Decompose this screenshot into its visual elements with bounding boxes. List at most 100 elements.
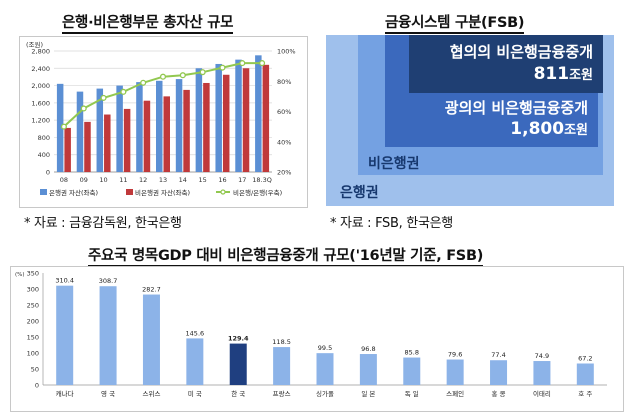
chart3-value-label: 282.7	[142, 286, 161, 294]
chart3-bar	[576, 363, 594, 385]
chart3-value-label: 118.5	[272, 338, 291, 346]
chart1-x-tick: 12	[139, 176, 147, 184]
chart1-bar-bank	[255, 55, 262, 172]
chart1-bar-nonbank	[64, 127, 71, 172]
chart3-x-tick: 싱가폴	[316, 389, 334, 398]
chart1-bar-bank	[175, 79, 183, 172]
chart3-bar	[273, 347, 291, 385]
chart1-legend-ratio: 비은행/은행(우축)	[233, 188, 282, 197]
chart2-title: 금융시스템 구분(FSB)	[385, 11, 524, 34]
chart3-value-label: 85.8	[405, 349, 419, 357]
chart1-bar-nonbank	[242, 68, 250, 172]
chart3-y-tick: 200	[27, 318, 39, 326]
chart1-left-tick: 800	[38, 134, 50, 142]
chart3-y-tick: 100	[27, 350, 39, 358]
chart1-bar-bank	[136, 82, 143, 172]
chart3-x-tick: 독 일	[405, 389, 419, 398]
chart3-value-label: 308.7	[99, 277, 118, 285]
chart1-ratio-point	[259, 60, 266, 67]
chart1-bar-bank	[116, 85, 123, 172]
chart1-ratio-point	[199, 69, 206, 76]
chart3-x-tick: 캐나다	[56, 389, 74, 398]
chart1-right-tick: 60%	[277, 108, 291, 116]
chart3-value-label: 77.4	[491, 351, 505, 359]
chart1-left-tick: 1,200	[31, 117, 50, 125]
fsb-narrow-value-wrap: 811조원	[409, 64, 593, 84]
chart3-y-tick: 300	[27, 286, 39, 294]
chart1-left-tick: 400	[38, 151, 50, 159]
chart1-left-tick: 2,800	[31, 48, 50, 56]
chart1-source: * 자료 : 금융감독원, 한국은행	[24, 216, 182, 231]
chart1-bar-bank	[215, 63, 222, 172]
chart3-x-tick: 이태리	[533, 389, 551, 398]
chart3-y-tick: 250	[27, 302, 39, 310]
chart1-bar-nonbank	[163, 96, 170, 172]
chart1-x-tick: 13	[159, 176, 167, 184]
chart3-bar	[56, 285, 74, 385]
chart1-ratio-point	[140, 79, 147, 86]
chart3-bar	[533, 361, 551, 385]
chart3-value-label: 129.4	[228, 335, 249, 343]
chart3-y-tick: 150	[27, 334, 39, 342]
fsb-narrow-unit: 조원	[569, 68, 593, 83]
chart1-x-tick: 18.3Q	[252, 176, 272, 184]
chart3-x-tick: 한 국	[231, 390, 245, 398]
chart3-x-tick: 호 주	[578, 390, 592, 398]
chart3-x-tick: 영 국	[101, 389, 115, 398]
chart1-ratio-line	[63, 62, 263, 128]
fsb-narrow-value: 811	[533, 64, 570, 84]
chart1-x-tick: 17	[238, 176, 246, 184]
chart1-bar-nonbank	[203, 82, 210, 172]
chart1-bar-nonbank	[262, 64, 270, 172]
chart3-bar	[186, 338, 204, 385]
chart1-ratio-point	[60, 123, 67, 130]
chart1-x-tick: 16	[218, 176, 226, 184]
chart1-x-tick: 10	[99, 176, 107, 184]
chart3-bar	[142, 294, 160, 385]
chart1-ratio-point	[120, 88, 127, 95]
fsb-level-narrow	[409, 35, 603, 93]
chart3-x-tick: 프랑스	[273, 390, 291, 398]
chart3-x-tick: 스페인	[446, 389, 464, 398]
chart1-bar-nonbank	[143, 100, 151, 172]
chart3-value-label: 67.2	[578, 354, 592, 362]
chart3-frame: (%) 350 300 250 200 150 100 50 0 310.4 캐나다 308.7 영 국…	[10, 266, 624, 412]
chart3-x-tick: 미 국	[188, 389, 202, 398]
chart1-right-tick: 80%	[277, 78, 291, 86]
chart3-unit-label: (%)	[15, 272, 25, 278]
chart1-right-tick: 20%	[277, 169, 291, 177]
chart3-bar	[403, 357, 421, 385]
fsb-narrow-name: 협의의 비은행금융중개	[449, 43, 593, 61]
chart3-bar	[316, 353, 334, 385]
chart3-bar	[229, 343, 247, 385]
chart3-value-label: 74.9	[535, 352, 549, 360]
chart1-left-tick: 1,600	[31, 99, 50, 107]
chart1-right-tick: 40%	[277, 138, 291, 146]
chart1-legend-swatch-ratio-marker	[220, 189, 226, 195]
chart1-title: 은행·비은행부문 총자산 규모	[62, 11, 233, 34]
chart1-x-tick: 15	[198, 176, 206, 184]
chart1-x-tick: 08	[60, 176, 68, 184]
chart3-x-tick: 스위스	[142, 390, 160, 398]
chart1-bar-nonbank	[84, 121, 91, 172]
chart1-bar-bank	[156, 80, 163, 172]
chart1-legend-nonbank: 비은행권 자산(좌축)	[135, 188, 190, 197]
chart1-ratio-point	[100, 94, 107, 101]
fsb-broad-value-wrap: 1,800조원	[385, 119, 588, 139]
chart1-legend-bank: 은행권 자산(좌축)	[49, 188, 98, 197]
chart1-left-tick: 2,400	[31, 65, 50, 73]
chart3-bar	[99, 286, 117, 385]
fsb-nonbank-label: 비은행권	[368, 156, 420, 172]
chart1-ratio-point	[219, 64, 226, 71]
chart3-y-tick: 0	[35, 382, 39, 390]
chart1-x-tick: 09	[80, 176, 88, 184]
chart2-source: * 자료 : FSB, 한국은행	[330, 216, 453, 231]
chart1-bar-nonbank	[123, 108, 131, 172]
chart1-ratio-point	[179, 72, 186, 79]
chart1-x-tick: 14	[179, 176, 187, 184]
chart1-left-tick: 0	[46, 169, 50, 177]
chart1-bar-bank	[195, 68, 203, 172]
chart1-legend-swatch-nonbank	[126, 189, 133, 195]
fsb-broad-value: 1,800	[510, 119, 565, 139]
chart3-bar	[490, 360, 508, 385]
